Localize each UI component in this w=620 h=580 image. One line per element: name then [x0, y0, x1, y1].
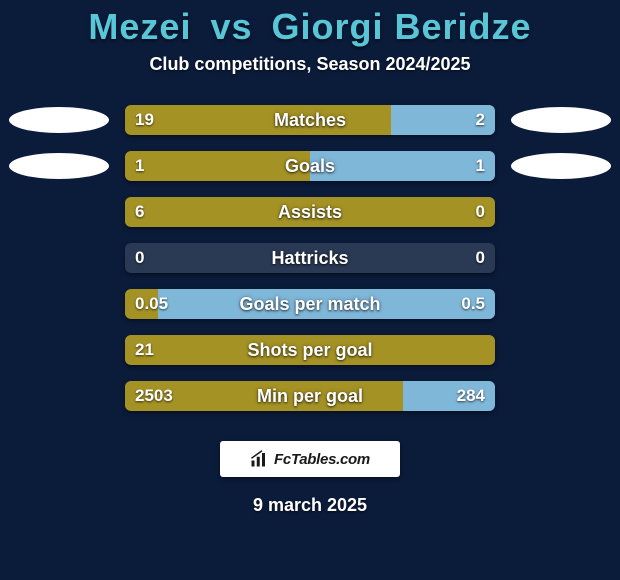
stat-row: Goals per match0.050.5	[0, 281, 620, 327]
bar-segment-left	[125, 335, 495, 365]
stat-row: Assists60	[0, 189, 620, 235]
title-vs: vs	[210, 6, 252, 47]
stat-label: Hattricks	[125, 243, 495, 273]
stat-bar: Shots per goal21	[125, 335, 495, 365]
bar-segment-left	[125, 105, 391, 135]
player-badge-left	[4, 101, 114, 139]
infographic: Mezei vs Giorgi Beridze Club competition…	[0, 0, 620, 580]
chart-icon	[250, 450, 268, 468]
bar-segment-left	[125, 151, 310, 181]
stat-bar: Goals per match0.050.5	[125, 289, 495, 319]
subtitle: Club competitions, Season 2024/2025	[0, 54, 620, 75]
bar-segment-left	[125, 289, 158, 319]
title-player-right: Giorgi Beridze	[272, 6, 532, 47]
stat-value-left: 0	[135, 243, 144, 273]
stat-bar: Hattricks0 0	[125, 243, 495, 273]
stat-row: Shots per goal21	[0, 327, 620, 373]
footer-text: FcTables.com	[274, 451, 370, 468]
player-badge-left	[4, 147, 114, 185]
bar-segment-right	[158, 289, 495, 319]
stat-bar: Matches192	[125, 105, 495, 135]
bar-segment-right	[310, 151, 495, 181]
stat-value-right: 0	[476, 243, 485, 273]
player-badge-right	[506, 101, 616, 139]
stat-bar: Assists60	[125, 197, 495, 227]
bar-segment-left	[125, 381, 403, 411]
page-title: Mezei vs Giorgi Beridze	[0, 6, 620, 48]
stat-row: Goals11	[0, 143, 620, 189]
footer-badge: FcTables.com	[220, 441, 400, 477]
stat-row: Min per goal2503284	[0, 373, 620, 419]
player-badge-right	[506, 147, 616, 185]
stat-bar: Goals11	[125, 151, 495, 181]
bar-segment-left	[125, 197, 495, 227]
date-text: 9 march 2025	[0, 495, 620, 516]
stat-row: Hattricks0 0	[0, 235, 620, 281]
title-player-left: Mezei	[88, 6, 191, 47]
bar-segment-right	[391, 105, 495, 135]
stat-rows: Matches192 Goals11 Assists60 Hattricks0 0 Goa…	[0, 97, 620, 419]
stat-bar: Min per goal2503284	[125, 381, 495, 411]
stat-row: Matches192	[0, 97, 620, 143]
bar-segment-right	[403, 381, 496, 411]
